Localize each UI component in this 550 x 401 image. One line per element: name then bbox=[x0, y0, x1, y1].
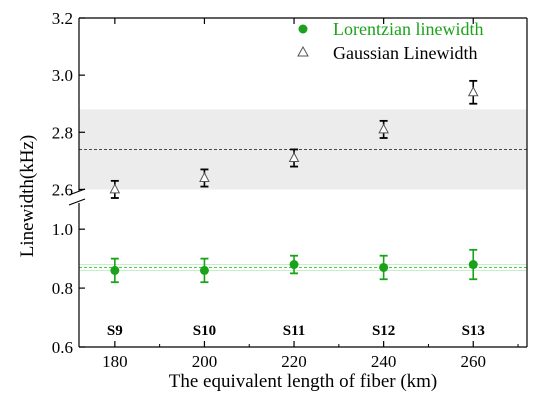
x-tick-label: 260 bbox=[460, 352, 486, 371]
sample-label: S10 bbox=[193, 323, 216, 339]
legend-lorentzian-marker bbox=[298, 24, 308, 34]
lorentzian-point bbox=[199, 265, 209, 275]
x-tick-label: 200 bbox=[192, 352, 218, 371]
y-lower-tick-label: 0.6 bbox=[52, 338, 73, 357]
gaussian-band bbox=[79, 109, 527, 190]
gaussian-point bbox=[467, 86, 479, 97]
lorentzian-point bbox=[110, 265, 120, 275]
mean-lines-layer bbox=[79, 149, 527, 271]
lorentzian-point bbox=[289, 260, 299, 270]
sample-label: S11 bbox=[283, 323, 306, 339]
gaussian-point bbox=[378, 123, 389, 134]
legend: Lorentzian linewidth Gaussian Linewidth bbox=[297, 19, 483, 63]
gaussian-point bbox=[199, 171, 210, 182]
legend-gaussian-marker bbox=[297, 45, 309, 57]
sample-label: S9 bbox=[107, 323, 123, 339]
x-tick-label: 220 bbox=[281, 352, 307, 371]
y-upper-tick-label: 3.2 bbox=[52, 9, 73, 28]
axis-break-mark-bottom bbox=[68, 198, 86, 206]
y-upper-tick-label: 2.8 bbox=[52, 123, 73, 142]
ticks: 180 200 220 240 260 2.6 2.8 3.0 3.2 0.6 0.8 1.0 bbox=[52, 9, 519, 371]
y-axis-title: Linewidth(kHz) bbox=[17, 135, 38, 257]
gaussian-point bbox=[288, 151, 300, 162]
gaussian-point bbox=[109, 183, 121, 194]
sample-labels: S9 S10 S11 S12 S13 bbox=[107, 323, 485, 339]
y-upper-tick-label: 2.6 bbox=[52, 180, 73, 199]
sample-label: S12 bbox=[372, 323, 395, 339]
lorentzian-point bbox=[468, 260, 478, 270]
data-marks bbox=[109, 79, 479, 284]
x-tick-label: 180 bbox=[102, 352, 128, 371]
legend-gaussian-label: Gaussian Linewidth bbox=[333, 43, 477, 63]
gaussian-band-layer bbox=[79, 109, 527, 190]
y-upper-tick-label: 3.0 bbox=[52, 66, 73, 85]
sample-label: S13 bbox=[462, 323, 485, 339]
y-lower-tick-label: 0.8 bbox=[52, 279, 73, 298]
legend-lorentzian-label: Lorentzian linewidth bbox=[333, 19, 483, 39]
x-tick-label: 240 bbox=[371, 352, 397, 371]
axis-break-gap bbox=[69, 192, 89, 202]
y-lower-tick-label: 1.0 bbox=[52, 220, 73, 239]
x-axis-title: The equivalent length of fiber (km) bbox=[169, 371, 438, 392]
lorentzian-point bbox=[379, 262, 389, 272]
